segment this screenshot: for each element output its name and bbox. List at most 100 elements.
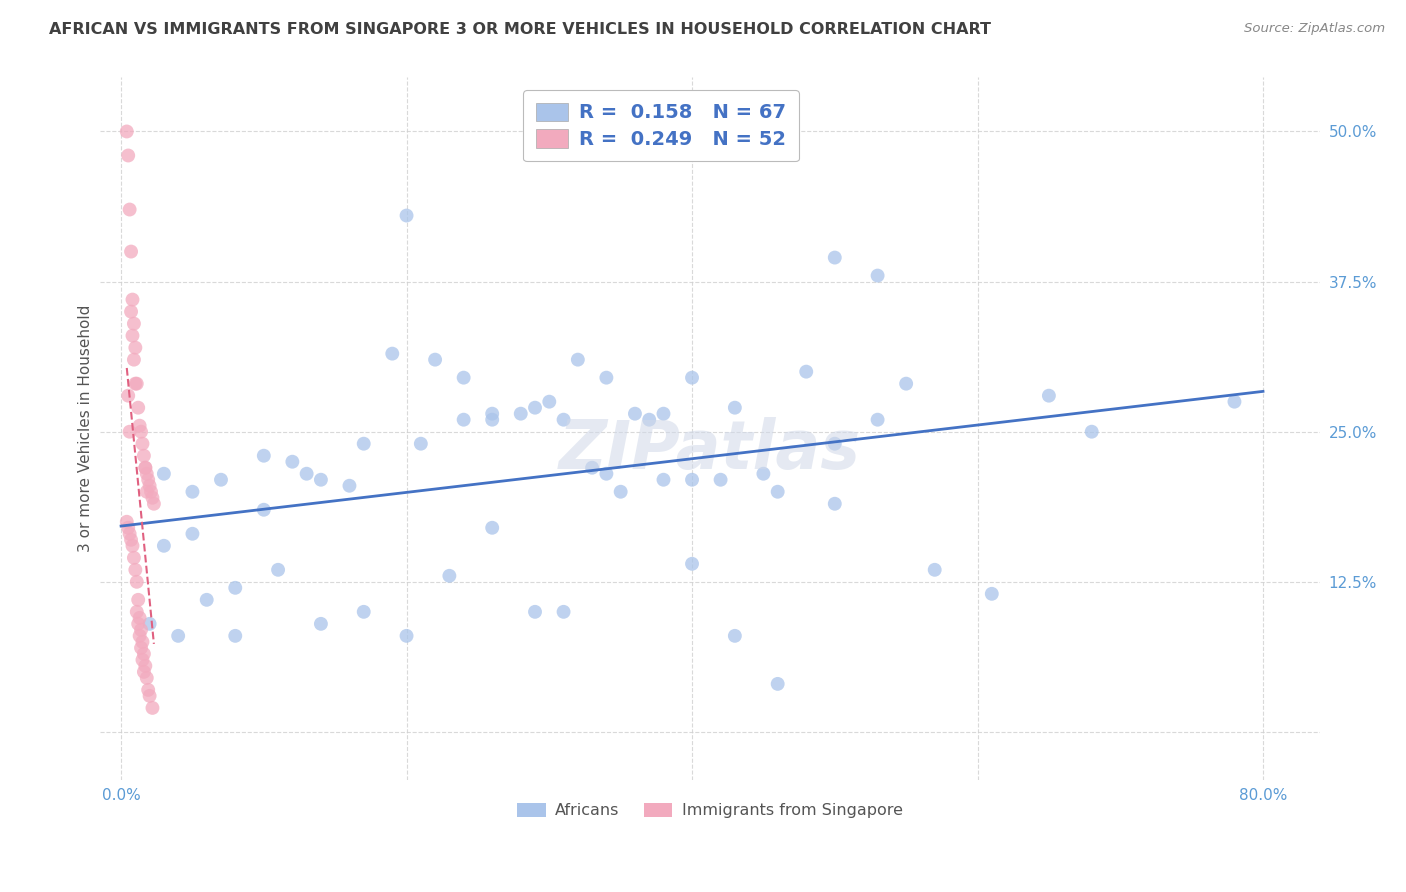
Point — [1038, 389, 1060, 403]
Point — [395, 209, 418, 223]
Text: AFRICAN VS IMMIGRANTS FROM SINGAPORE 3 OR MORE VEHICLES IN HOUSEHOLD CORRELATION: AFRICAN VS IMMIGRANTS FROM SINGAPORE 3 O… — [49, 22, 991, 37]
Point — [752, 467, 775, 481]
Point — [538, 394, 561, 409]
Point — [138, 689, 160, 703]
Point — [824, 436, 846, 450]
Point — [136, 473, 159, 487]
Point — [128, 611, 150, 625]
Point — [681, 557, 703, 571]
Point — [253, 449, 276, 463]
Text: Source: ZipAtlas.com: Source: ZipAtlas.com — [1244, 22, 1385, 36]
Point — [624, 407, 647, 421]
Point — [117, 521, 139, 535]
Point — [481, 413, 503, 427]
Point — [121, 328, 143, 343]
Point — [120, 304, 142, 318]
Point — [128, 629, 150, 643]
Point — [524, 401, 547, 415]
Point — [1223, 394, 1246, 409]
Point — [353, 436, 375, 450]
Point — [117, 389, 139, 403]
Point — [453, 413, 475, 427]
Point — [131, 436, 153, 450]
Point — [381, 346, 404, 360]
Point — [125, 574, 148, 589]
Point — [595, 370, 617, 384]
Point — [824, 251, 846, 265]
Point — [481, 521, 503, 535]
Point — [567, 352, 589, 367]
Point — [120, 533, 142, 547]
Point — [136, 682, 159, 697]
Point — [134, 460, 156, 475]
Point — [866, 413, 889, 427]
Point — [118, 425, 141, 439]
Point — [124, 376, 146, 391]
Point — [866, 268, 889, 283]
Point — [122, 550, 145, 565]
Point — [395, 629, 418, 643]
Point — [135, 671, 157, 685]
Point — [794, 365, 817, 379]
Point — [115, 515, 138, 529]
Y-axis label: 3 or more Vehicles in Household: 3 or more Vehicles in Household — [79, 305, 93, 552]
Point — [138, 479, 160, 493]
Point — [609, 484, 631, 499]
Point — [153, 467, 176, 481]
Point — [139, 484, 162, 499]
Point — [124, 563, 146, 577]
Point — [131, 635, 153, 649]
Point — [924, 563, 946, 577]
Point — [134, 658, 156, 673]
Point — [135, 467, 157, 481]
Point — [980, 587, 1002, 601]
Point — [138, 616, 160, 631]
Point — [195, 592, 218, 607]
Point — [142, 497, 165, 511]
Point — [267, 563, 290, 577]
Point — [224, 629, 246, 643]
Point — [595, 467, 617, 481]
Point — [127, 592, 149, 607]
Point — [120, 244, 142, 259]
Point — [824, 497, 846, 511]
Point — [553, 605, 575, 619]
Point — [581, 460, 603, 475]
Point — [181, 526, 204, 541]
Point — [132, 449, 155, 463]
Point — [141, 701, 163, 715]
Point — [652, 473, 675, 487]
Point — [127, 616, 149, 631]
Point — [118, 526, 141, 541]
Point — [638, 413, 661, 427]
Point — [524, 605, 547, 619]
Point — [339, 479, 361, 493]
Point — [453, 370, 475, 384]
Point — [894, 376, 917, 391]
Point — [153, 539, 176, 553]
Point — [353, 605, 375, 619]
Point — [1080, 425, 1102, 439]
Point — [121, 539, 143, 553]
Point — [128, 418, 150, 433]
Point — [181, 484, 204, 499]
Point — [681, 473, 703, 487]
Point — [121, 293, 143, 307]
Point — [129, 640, 152, 655]
Point — [409, 436, 432, 450]
Point — [224, 581, 246, 595]
Point — [122, 317, 145, 331]
Point — [553, 413, 575, 427]
Point — [724, 401, 747, 415]
Point — [209, 473, 232, 487]
Point — [681, 370, 703, 384]
Point — [118, 202, 141, 217]
Point — [509, 407, 531, 421]
Point — [309, 616, 332, 631]
Point — [724, 629, 747, 643]
Point — [423, 352, 446, 367]
Point — [132, 665, 155, 679]
Point — [131, 653, 153, 667]
Point — [766, 677, 789, 691]
Point — [117, 148, 139, 162]
